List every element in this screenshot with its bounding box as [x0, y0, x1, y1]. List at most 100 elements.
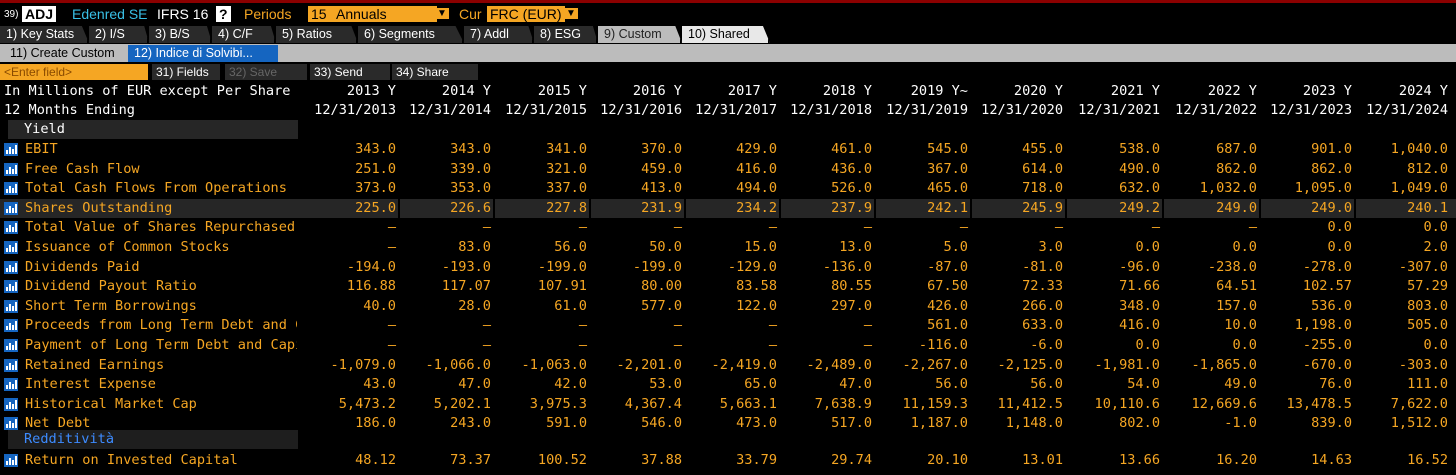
- data-cell: 1,049.0: [1390, 180, 1448, 197]
- chart-icon[interactable]: [4, 397, 18, 411]
- data-cell: 494.0: [736, 180, 777, 197]
- row-label: Dividend Payout Ratio: [25, 278, 197, 295]
- data-cell: -116.0: [918, 337, 968, 353]
- tab-ratios[interactable]: 5) Ratios: [276, 26, 358, 43]
- table-row[interactable]: Interest Expense 43.0 47.0 42.0 53.0 65.0 47.0…: [0, 375, 1456, 394]
- table-row[interactable]: Shares Outstanding 225.0 226.6 227.8 231.9 23…: [0, 198, 1456, 218]
- data-cell: 56.0: [554, 239, 587, 255]
- data-cell: —: [482, 219, 491, 236]
- chart-icon[interactable]: [4, 358, 18, 372]
- adj-badge[interactable]: ADJ: [22, 6, 57, 22]
- data-cell: 7,638.9: [814, 395, 872, 412]
- data-cell: 5,663.1: [719, 395, 777, 412]
- table-row[interactable]: Proceeds from Long Term Debt and C... — — —…: [0, 316, 1456, 335]
- data-cell: —: [863, 219, 872, 236]
- data-cell: 40.0: [363, 297, 396, 314]
- chart-icon[interactable]: [4, 280, 18, 294]
- chart-icon[interactable]: [4, 378, 18, 392]
- tab-shared[interactable]: 10) Shared: [682, 26, 770, 43]
- tab-balance-sheet[interactable]: 3) B/S: [149, 26, 212, 43]
- chart-icon[interactable]: [4, 201, 18, 215]
- send-button[interactable]: 33) Send: [310, 64, 390, 80]
- tab-addl[interactable]: 7) Addl: [464, 26, 534, 43]
- chevron-down-icon[interactable]: ▼: [435, 8, 449, 19]
- row-label: Proceeds from Long Term Debt and C...: [25, 317, 297, 334]
- date-header: 12/31/2015: [505, 102, 587, 118]
- table-row[interactable]: Retained Earnings -1,079.0 -1,066.0 -1,063.…: [0, 356, 1456, 375]
- data-cell: 901.0: [1311, 141, 1352, 157]
- share-button[interactable]: 34) Share: [392, 64, 478, 80]
- tab-segments[interactable]: 6) Segments: [358, 26, 464, 43]
- data-cell: 0.0: [1327, 219, 1352, 236]
- tab-income-statement[interactable]: 2) I/S: [89, 26, 149, 43]
- data-cell: 53.0: [649, 376, 682, 393]
- table-row[interactable]: Historical Market Cap 5,473.2 5,202.1 3,975…: [0, 395, 1456, 414]
- chart-icon[interactable]: [4, 241, 18, 254]
- data-cell: 7,622.0: [1390, 395, 1448, 412]
- data-cell: —: [863, 317, 872, 334]
- subtab-indice-di-solvibilita[interactable]: 12) Indice di Solvibi...: [128, 45, 278, 62]
- date-header: 12/31/2019: [886, 102, 968, 118]
- field-search-input[interactable]: <Enter field>: [0, 64, 148, 80]
- date-header: 12/31/2020: [981, 102, 1063, 118]
- chart-icon[interactable]: [4, 319, 18, 333]
- table-row[interactable]: Return on Invested Capital 48.12 73.37 100.…: [0, 451, 1456, 470]
- chart-icon[interactable]: [4, 182, 18, 196]
- data-cell: 12,669.6: [1191, 395, 1257, 412]
- row-label: Total Cash Flows From Operations: [25, 180, 287, 197]
- tab-esg[interactable]: 8) ESG: [534, 26, 598, 43]
- chart-icon[interactable]: [4, 162, 18, 176]
- data-cell: 538.0: [1119, 141, 1160, 157]
- main-tabs: 1) Key Stats 2) I/S 3) B/S 4) C/F 5) Rat…: [0, 26, 1456, 43]
- table-row[interactable]: Short Term Borrowings 40.0 28.0 61.0 577.0 12…: [0, 297, 1456, 316]
- chevron-down-icon[interactable]: ▼: [564, 8, 578, 19]
- chart-icon[interactable]: [4, 454, 18, 467]
- save-button[interactable]: 32) Save: [225, 64, 307, 80]
- table-row[interactable]: Free Cash Flow 251.0 339.0 321.0 459.0 416.0 4…: [0, 160, 1456, 179]
- data-cell: 0.0: [1232, 239, 1257, 255]
- chart-icon[interactable]: [4, 143, 18, 156]
- tab-cash-flow[interactable]: 4) C/F: [212, 26, 276, 43]
- data-cell: 1,032.0: [1199, 180, 1257, 197]
- table-row[interactable]: Total Cash Flows From Operations 373.0 353…: [0, 179, 1456, 198]
- data-cell: -193.0: [441, 258, 491, 275]
- row-label: Retained Earnings: [25, 356, 165, 373]
- period-label: 12 Months Ending: [4, 102, 135, 118]
- table-row[interactable]: Issuance of Common Stocks — 83.0 56.0 50.0 15…: [0, 238, 1456, 257]
- table-row[interactable]: Net Debt 186.0 243.0 591.0 546.0 473.0 517.0 1,…: [0, 414, 1456, 433]
- data-cell: 13,478.5: [1286, 395, 1352, 412]
- chart-icon[interactable]: [4, 221, 18, 235]
- table-row[interactable]: Payment of Long Term Debt and Capit... — —…: [0, 336, 1456, 355]
- section-yield: Yield: [0, 120, 1456, 139]
- data-cell: 1,187.0: [910, 415, 968, 432]
- data-cell: -96.0: [1119, 258, 1160, 275]
- help-icon[interactable]: ?: [216, 6, 231, 22]
- subtab-create-custom[interactable]: 11) Create Custom: [10, 46, 115, 60]
- tab-key-stats[interactable]: 1) Key Stats: [0, 26, 89, 43]
- chart-icon[interactable]: [4, 299, 18, 313]
- currency-select[interactable]: FRC (EUR): [487, 6, 565, 22]
- data-cell: 111.0: [1407, 376, 1448, 393]
- frequency-select[interactable]: Annuals: [333, 6, 437, 22]
- table-row[interactable]: Dividends Paid -194.0 -193.0 -199.0 -199.0 -1…: [0, 258, 1456, 277]
- data-cell: 1,095.0: [1294, 180, 1352, 197]
- chart-icon[interactable]: [4, 339, 18, 352]
- data-cell: 65.0: [744, 376, 777, 393]
- data-cell: —: [578, 317, 587, 334]
- column-divider: [874, 82, 876, 475]
- header-row-dates: 12 Months Ending 12/31/2013 12/31/2014 12/…: [0, 101, 1456, 120]
- table-row[interactable]: EBIT 343.0 343.0 341.0 370.0 429.0 461.0 545.0 4…: [0, 140, 1456, 159]
- table-row[interactable]: Dividend Payout Ratio 116.88 117.07 107.91 8…: [0, 277, 1456, 296]
- chart-icon[interactable]: [4, 417, 18, 431]
- chart-icon[interactable]: [4, 260, 18, 274]
- year-header: 2023 Y: [1302, 83, 1352, 99]
- fields-button[interactable]: 31) Fields: [152, 64, 220, 80]
- year-header: 2022 Y: [1207, 83, 1257, 99]
- periods-input[interactable]: 15: [308, 6, 334, 22]
- tab-custom[interactable]: 9) Custom: [598, 26, 682, 43]
- data-cell: 614.0: [1022, 160, 1063, 177]
- data-cell: —: [387, 337, 396, 353]
- column-divider: [1354, 82, 1356, 475]
- table-row[interactable]: Total Value of Shares Repurchased — — — — — — —…: [0, 218, 1456, 237]
- row-label: Free Cash Flow: [25, 160, 140, 177]
